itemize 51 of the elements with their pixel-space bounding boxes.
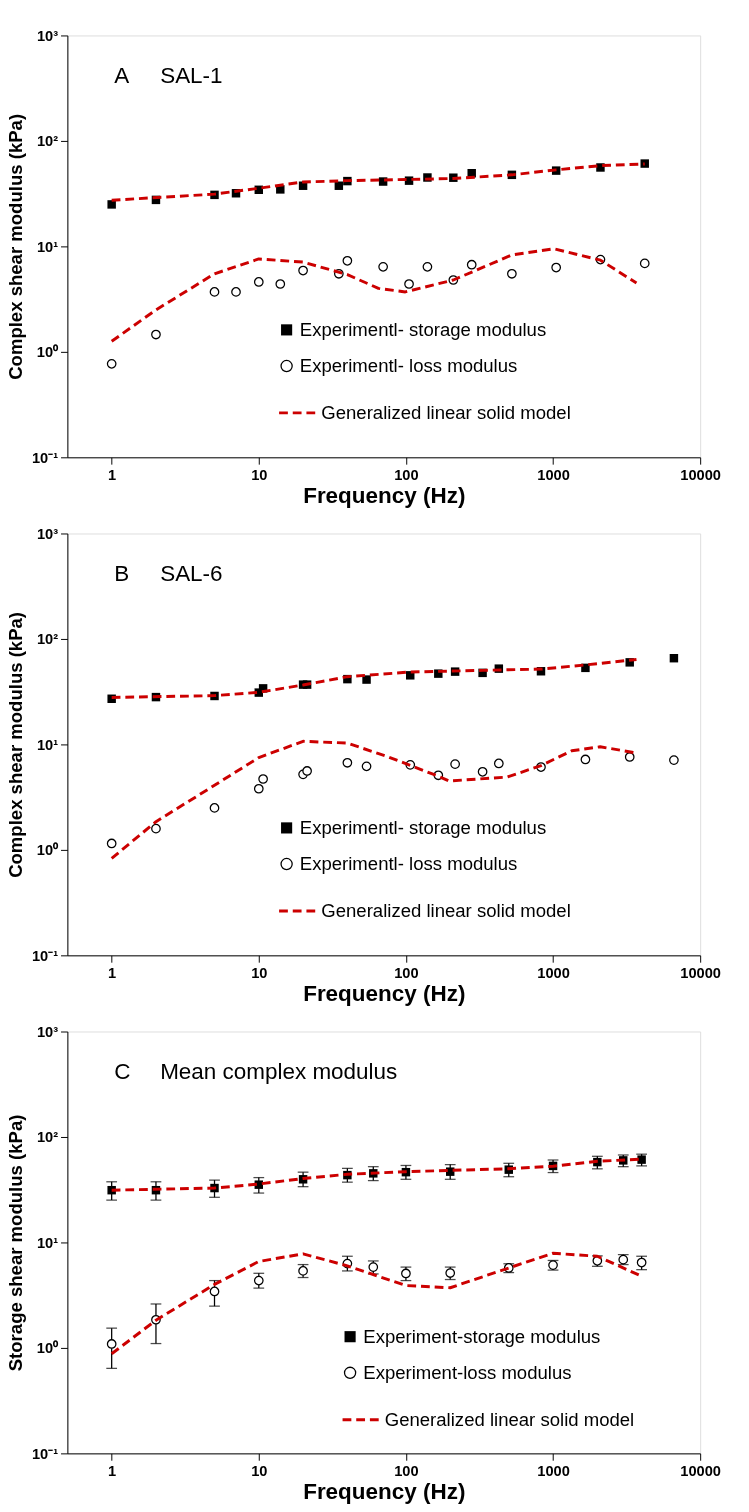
legend-label: Experiment-loss modulus [363, 1361, 572, 1383]
x-tick-label: 10000 [680, 467, 721, 484]
y-tick-label: 10² [36, 133, 59, 150]
x-tick-label: 1 [108, 1463, 117, 1480]
annotation: Mean complex modulus [160, 1059, 398, 1085]
annotation: SAL-6 [160, 561, 223, 587]
y-tick-label: 10⁻¹ [31, 1445, 59, 1462]
y-tick-label: 10³ [36, 27, 59, 44]
y-tick-label: 10⁰ [36, 842, 60, 859]
x-tick-label: 1000 [537, 965, 570, 982]
annotation: A [114, 63, 130, 89]
x-tick-label: 10 [251, 965, 268, 982]
x-tick-label: 1 [108, 467, 117, 484]
y-tick-label: 10³ [36, 525, 59, 542]
x-tick-label: 1 [108, 965, 117, 982]
x-tick-label: 100 [394, 1463, 419, 1480]
x-tick-label: 1000 [537, 1463, 570, 1480]
x-axis-title: Frequency (Hz) [303, 482, 466, 508]
x-axis-title: Frequency (Hz) [303, 1478, 466, 1504]
x-tick-label: 10 [251, 1463, 268, 1480]
y-tick-label: 10⁰ [36, 344, 60, 361]
annotation: B [114, 561, 130, 587]
annotation: C [114, 1059, 131, 1085]
x-tick-label: 10000 [680, 1463, 721, 1480]
x-tick-label: 100 [394, 965, 419, 982]
y-tick-label: 10⁻¹ [31, 947, 59, 964]
legend-label: Experimentl- loss modulus [299, 852, 518, 874]
x-tick-label: 100 [394, 467, 419, 484]
y-tick-label: 10² [36, 631, 59, 648]
y-tick-label: 10³ [36, 1023, 59, 1040]
legend-label: Experimentl- storage modulus [299, 318, 547, 340]
y-tick-label: 10² [36, 1129, 59, 1146]
y-tick-label: 10¹ [36, 238, 59, 255]
y-axis-title: Complex shear modulus (kPa) [5, 611, 27, 878]
x-tick-label: 1000 [537, 467, 570, 484]
x-tick-label: 10 [251, 467, 268, 484]
x-axis-title: Frequency (Hz) [303, 980, 466, 1006]
y-axis-title: Storage shear modulus (kPa) [5, 1114, 27, 1372]
legend-label: Generalized linear solid model [384, 1408, 635, 1430]
annotation: SAL-1 [160, 63, 223, 89]
legend-label: Generalized linear solid model [321, 401, 571, 423]
y-tick-label: 10⁻¹ [31, 449, 59, 466]
legend-label: Experimentl- loss modulus [299, 354, 518, 376]
y-tick-label: 10¹ [36, 1234, 59, 1251]
legend-label: Experiment-storage modulus [363, 1325, 601, 1347]
y-tick-label: 10⁰ [36, 1340, 60, 1357]
x-tick-label: 10000 [680, 965, 721, 982]
legend-label: Generalized linear solid model [321, 899, 571, 921]
y-axis-title: Complex shear modulus (kPa) [5, 113, 27, 380]
y-tick-label: 10¹ [36, 736, 59, 753]
legend-label: Experimentl- storage modulus [299, 816, 547, 838]
